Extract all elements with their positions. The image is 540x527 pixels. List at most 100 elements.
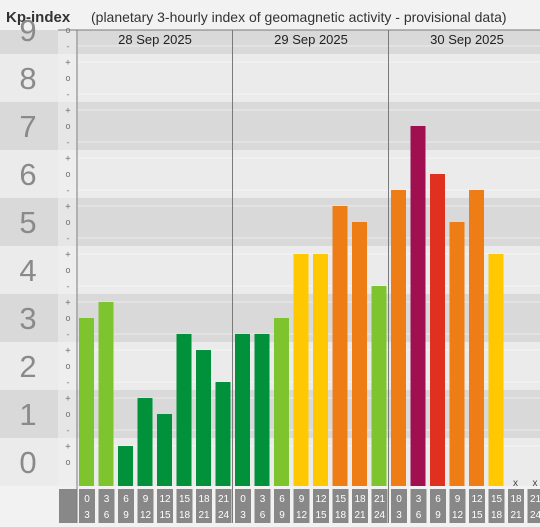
hour-end-label: 9 (435, 510, 441, 521)
hour-end-label: 15 (159, 510, 171, 521)
hour-start-label: 6 (279, 494, 285, 505)
minor-tick-mark: o (65, 74, 70, 84)
minor-tick-mark: o (65, 362, 70, 372)
minor-tick-mark: - (65, 330, 70, 340)
minor-tick-mark: + (65, 154, 71, 164)
minor-tick-mark: + (65, 394, 71, 404)
hour-start-label: 15 (335, 494, 347, 505)
hour-box (508, 489, 524, 523)
hour-start-label: 3 (104, 494, 110, 505)
hour-end-label: 15 (471, 510, 483, 521)
hour-start-label: 18 (198, 494, 210, 505)
hour-end-label: 24 (530, 510, 540, 521)
missing-marker: x (513, 478, 518, 489)
hour-end-label: 3 (396, 510, 402, 521)
hour-box (118, 489, 134, 523)
hour-box (527, 489, 540, 523)
hour-end-label: 9 (123, 510, 129, 521)
hour-box (313, 489, 329, 523)
hour-start-label: 0 (396, 494, 402, 505)
kp-bar (371, 285, 387, 486)
kp-bar (196, 350, 211, 486)
hour-start-label: 6 (435, 494, 441, 505)
kp-bar (157, 414, 172, 486)
kp-bar (254, 333, 270, 486)
kp-bar (293, 254, 309, 486)
minor-tick-mark: - (65, 378, 70, 388)
kp-bar (98, 302, 114, 486)
minor-tick-mark: - (65, 234, 70, 244)
kp-band-7 (0, 102, 540, 150)
kp-bar (79, 318, 94, 486)
day-header: 28 Sep 2025 (118, 32, 192, 47)
hour-box (430, 489, 446, 523)
hour-end-label: 9 (279, 510, 285, 521)
hour-start-label: 3 (260, 494, 266, 505)
hour-end-label: 12 (296, 510, 308, 521)
kp-bar (274, 318, 289, 486)
hour-start-label: 0 (84, 494, 90, 505)
hour-labels: 0 3 3 6 6 9 9 12 12 15 15 18 18 21 21 24 0 3 3 6 6 9 9 12 12 15 15… (59, 489, 540, 523)
hour-box (137, 489, 154, 523)
minor-tick-mark: - (65, 426, 70, 436)
mod-column-bg (58, 30, 78, 523)
hour-box (410, 489, 427, 523)
hour-box (196, 489, 212, 523)
kp-bar (391, 189, 406, 486)
hour-end-label: 6 (104, 510, 110, 521)
hour-start-label: 9 (299, 494, 305, 505)
kp-tick-label: 2 (19, 349, 36, 384)
hour-box (449, 489, 466, 523)
chart-subtitle: (planetary 3-hourly index of geomagnetic… (91, 9, 507, 25)
kp-tick-label: 1 (19, 397, 36, 432)
hour-box (293, 489, 310, 523)
day-headers: 28 Sep 2025 29 Sep 2025 30 Sep 2025 (118, 32, 504, 47)
hour-end-label: 3 (84, 510, 90, 521)
hour-box (176, 489, 193, 523)
kp-bar (410, 126, 426, 486)
hour-end-label: 21 (354, 510, 366, 521)
day-dividers (58, 29, 540, 523)
hour-label-spacer (59, 489, 77, 523)
minor-tick-mark: o (65, 218, 70, 228)
hour-box (79, 489, 95, 523)
minor-tick-mark: o (65, 314, 70, 324)
hour-end-label: 12 (452, 510, 464, 521)
hour-start-label: 21 (374, 494, 386, 505)
hour-start-label: 12 (471, 494, 483, 505)
minor-tick-mark: o (65, 170, 70, 180)
hour-start-label: 3 (416, 494, 422, 505)
minor-tick-mark: o (65, 26, 70, 36)
hour-end-label: 15 (315, 510, 327, 521)
hour-start-label: 18 (510, 494, 522, 505)
kp-bar (235, 333, 250, 486)
minor-tick-mark: - (65, 42, 70, 52)
hour-end-label: 3 (240, 510, 246, 521)
kp-band-8 (0, 54, 540, 102)
minor-tick-mark: - (65, 138, 70, 148)
kp-tick-label: 0 (19, 445, 36, 480)
kp-tick-label: 7 (19, 109, 36, 144)
hour-start-label: 12 (159, 494, 171, 505)
minor-tick-mark: + (65, 202, 71, 212)
minor-tick-mark: o (65, 266, 70, 276)
minor-tick-mark: - (65, 90, 70, 100)
day-header: 29 Sep 2025 (274, 32, 348, 47)
hour-end-label: 6 (416, 510, 422, 521)
hour-box (215, 489, 232, 523)
kp-bar (449, 222, 465, 486)
kp-bar (488, 254, 504, 486)
hour-end-label: 21 (198, 510, 210, 521)
hour-box (254, 489, 271, 523)
minor-tick-mark: o (65, 458, 70, 468)
minor-tick-mark: + (65, 346, 71, 356)
minor-tick-mark: - (65, 282, 70, 292)
kp-bar (430, 174, 445, 486)
hour-end-label: 24 (218, 510, 230, 521)
hour-box (235, 489, 251, 523)
hour-start-label: 6 (123, 494, 129, 505)
kp-bar (352, 222, 367, 486)
hour-start-label: 9 (143, 494, 149, 505)
